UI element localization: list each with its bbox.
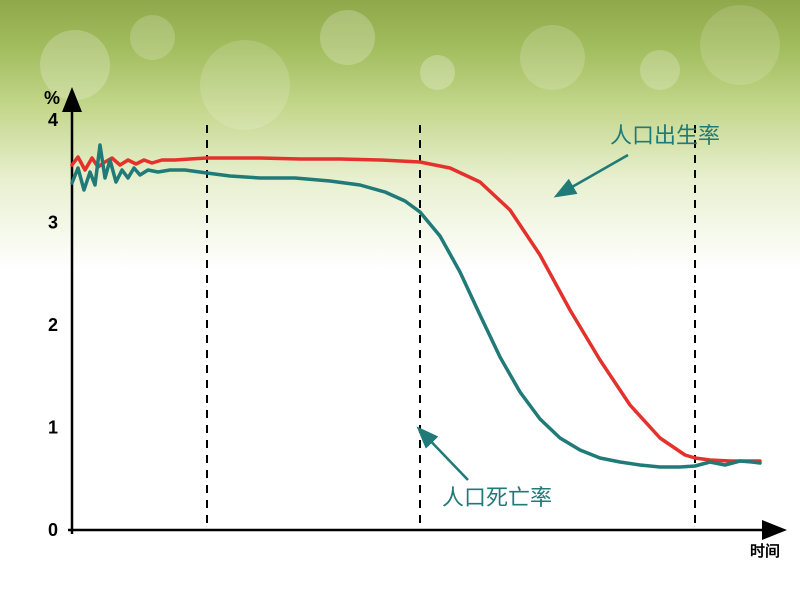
svg-text:2: 2	[48, 315, 58, 335]
birth_rate-line	[72, 157, 760, 461]
annotation-arrows	[420, 155, 628, 480]
svg-text:4: 4	[48, 110, 58, 130]
birth_rate_label: 人口出生率	[610, 118, 720, 150]
y-tick-labels: 0 1 2 3 4	[48, 110, 58, 540]
series-lines	[72, 145, 760, 467]
y-axis-unit-label: %	[44, 88, 60, 109]
chart-svg: 0 1 2 3 4	[0, 0, 800, 600]
x-axis-label: 时间	[750, 540, 780, 561]
vertical-dashed-lines	[207, 125, 695, 530]
death_rate_label: 人口死亡率	[442, 480, 552, 512]
svg-text:0: 0	[48, 520, 58, 540]
death_rate-line	[72, 145, 760, 467]
svg-text:3: 3	[48, 213, 58, 233]
svg-text:1: 1	[48, 418, 58, 438]
